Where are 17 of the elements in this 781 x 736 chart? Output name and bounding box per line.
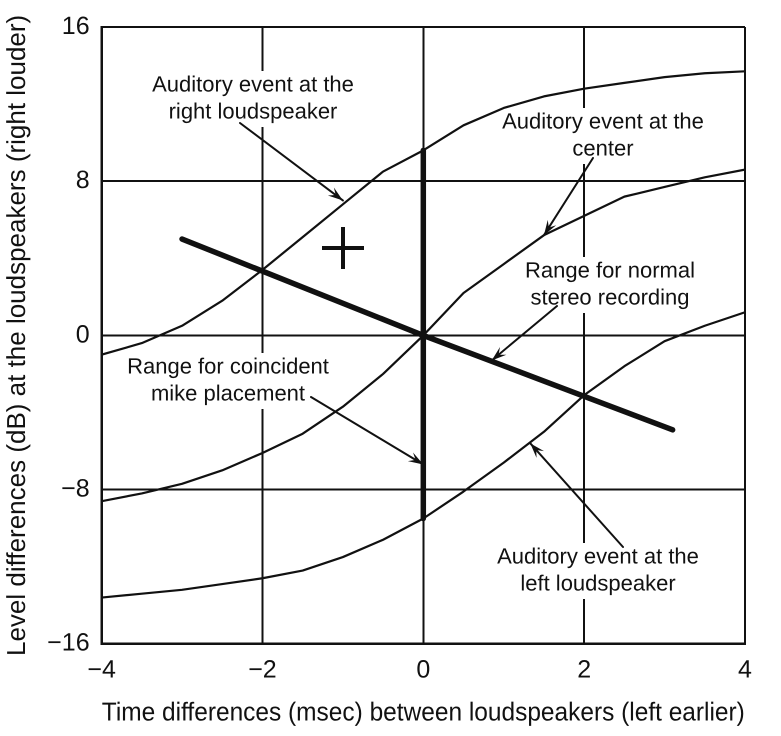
annotation: Range for coincident mike placement [127,354,329,406]
annotation: Auditory event at the left loudspeaker [497,544,699,596]
y-tick-label: −8 [61,474,90,502]
y-tick-label: −16 [47,628,90,657]
x-tick-label: −2 [248,656,277,684]
y-tick-label: 0 [76,320,90,348]
annotation: Auditory event at the center [502,108,704,161]
annotation: Range for normal stereo recording [525,258,695,310]
x-tick-label: 4 [738,656,752,684]
x-tick-label: −4 [87,656,116,684]
y-tick-label: 8 [76,166,90,194]
x-axis-title: Time differences (msec) between loudspeakers (left earlier) [102,698,745,727]
y-axis-title: Level differences (dB) at the loudspeakers (right louder) [0,14,31,656]
x-tick-label: 2 [577,656,592,684]
y-tick-label: 16 [62,12,90,40]
x-tick-label: 0 [416,656,430,684]
annotation: Auditory event at the right loudspeaker [152,72,354,124]
